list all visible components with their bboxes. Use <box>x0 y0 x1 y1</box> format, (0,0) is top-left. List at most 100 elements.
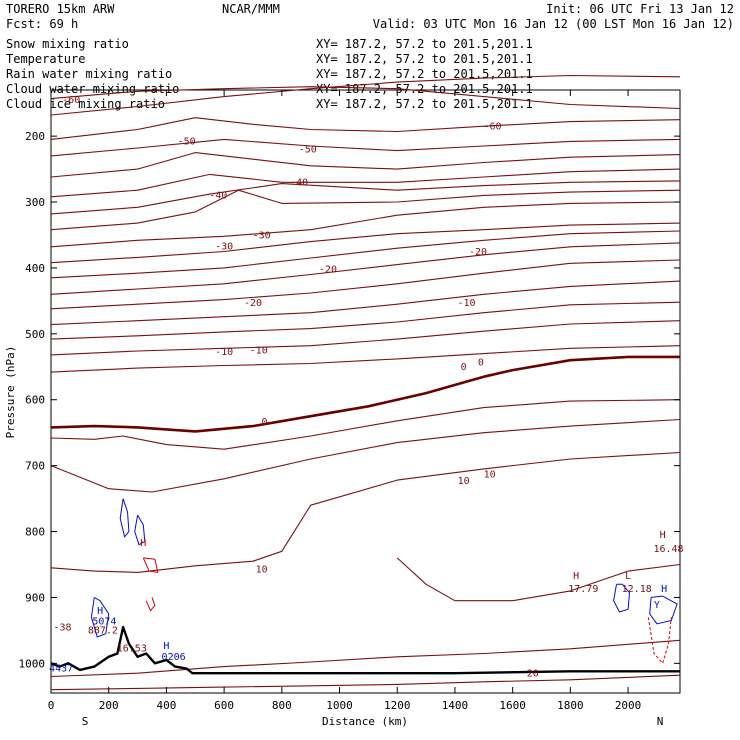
isotherm-line-0 <box>50 74 681 116</box>
contour-label-11: -10 <box>457 298 475 309</box>
contour-label-6: -30 <box>253 230 271 241</box>
isotherm-line-2 <box>50 117 681 140</box>
isotherm-layer <box>50 74 681 691</box>
x-tick-label-7: 1400 <box>442 699 469 712</box>
isotherm-line-18 <box>50 399 681 450</box>
isotherm-line-7 <box>50 189 681 231</box>
contour-label-10: -20 <box>244 298 262 309</box>
x-axis-label: Distance (km) <box>322 715 408 728</box>
field-name-cloud-ice: Cloud ice mixing ratio <box>6 97 165 111</box>
contour-label-8: -20 <box>469 247 487 258</box>
isotherm-line-21 <box>396 557 681 602</box>
isotherm-line-16 <box>50 345 681 373</box>
contour-label-18: 10 <box>484 470 496 481</box>
model-title: TORERO 15km ARW <box>6 2 115 16</box>
x-tick-label-10: 2000 <box>615 699 642 712</box>
field-xy-cloud-water: XY= 187.2, 57.2 to 201.5,201.1 <box>316 82 533 96</box>
field-name-temperature: Temperature <box>6 52 85 66</box>
forecast-hour: Fcst: 69 h <box>6 17 78 31</box>
contour-label-26: 16.53 <box>117 644 147 655</box>
y-tick-label-8: 1000 <box>19 657 46 670</box>
annotation-layer: -60 -60 -50 -50 -40 -40 -30 -30 -20 -20 -20 -10 -10 -… <box>49 95 684 679</box>
y-tick-label-4: 600 <box>25 394 45 407</box>
field-xy-rain: XY= 187.2, 57.2 to 201.5,201.1 <box>316 67 533 81</box>
contour-label-14: 0 <box>461 362 467 373</box>
field-xy-temperature: XY= 187.2, 57.2 to 201.5,201.1 <box>316 52 533 66</box>
contour-label-4: -40 <box>209 191 227 202</box>
contour-label-19: 10 <box>256 564 268 575</box>
field-xy-snow: XY= 187.2, 57.2 to 201.5,201.1 <box>316 37 533 51</box>
isotherm-line-1 <box>50 86 681 110</box>
isotherm-line-20 <box>50 451 681 573</box>
contour-label-17: 10 <box>458 476 470 487</box>
y-tick-label-3: 500 <box>25 328 45 341</box>
contour-label-0: -60 <box>62 95 80 106</box>
y-tick-label-0: 200 <box>25 130 45 143</box>
contour-label-30: H <box>573 571 579 582</box>
x-tick-label-6: 1200 <box>384 699 411 712</box>
x-axis-ticks: 0 200 400 600 800 1000 1200 1400 1600 1800 2000 <box>48 90 642 712</box>
contour-label-28: 0206 <box>162 652 186 663</box>
field-xy-cloud-ice: XY= 187.2, 57.2 to 201.5,201.1 <box>316 97 533 111</box>
contour-label-12: -10 <box>250 346 268 357</box>
contour-label-31: 17.79 <box>568 584 598 595</box>
contour-label-2: -50 <box>178 137 196 148</box>
isotherm-line-17 <box>50 355 680 433</box>
contour-label-23: H <box>97 606 103 617</box>
isotherm-line-14 <box>50 301 681 340</box>
isotherm-line-22 <box>50 639 681 678</box>
y-tick-label-1: 300 <box>25 196 45 209</box>
contour-label-15: 0 <box>478 358 484 369</box>
hydrometeor-contour-7 <box>145 597 156 612</box>
hydrometeor-contour-6 <box>142 557 159 574</box>
x-tick-label-5: 1000 <box>326 699 353 712</box>
contour-label-29: 4437 <box>49 663 73 674</box>
y-tick-label-5: 700 <box>25 460 45 473</box>
field-name-rain: Rain water mixing ratio <box>6 67 172 81</box>
x-tick-label-1: 200 <box>99 699 119 712</box>
hydrometeor-contour-3 <box>613 583 631 613</box>
isotherm-line-10 <box>50 230 681 279</box>
isotherm-line-11 <box>50 242 681 295</box>
isotherm-line-5 <box>50 168 681 198</box>
contour-label-1: -60 <box>483 122 501 133</box>
contour-label-32: L <box>625 571 631 582</box>
x-tick-label-8: 1600 <box>499 699 526 712</box>
cloud-layer <box>90 498 678 665</box>
x-tick-label-3: 600 <box>214 699 234 712</box>
contour-label-5: -40 <box>290 178 308 189</box>
y-axis-label: Pressure (hPa) <box>4 346 17 439</box>
y-tick-label-6: 800 <box>25 526 45 539</box>
hydrometeor-contour-0 <box>119 498 130 538</box>
isotherm-line-9 <box>50 222 681 264</box>
center-label: NCAR/MMM <box>222 2 280 16</box>
valid-time: Valid: 03 UTC Mon 16 Jan 12 (00 LST Mon … <box>373 17 734 31</box>
isotherm-line-12 <box>50 259 681 310</box>
north-end-label: N <box>657 715 664 728</box>
contour-label-3: -50 <box>299 145 317 156</box>
contour-label-34: H <box>660 530 666 541</box>
x-tick-label-2: 400 <box>156 699 176 712</box>
plot-frame <box>50 89 681 694</box>
isotherm-line-3 <box>50 138 681 157</box>
contour-label-33: 12.18 <box>622 584 652 595</box>
contour-label-16: 0 <box>261 417 267 428</box>
contour-label-25: 887.2 <box>88 626 118 637</box>
isotherm-line-13 <box>50 280 681 326</box>
hydrometeor-contour-4 <box>649 595 678 625</box>
isotherm-line-23 <box>50 674 681 691</box>
isotherm-line-15 <box>50 320 681 356</box>
contour-label-24: 5074 <box>92 617 116 628</box>
field-name-cloud-water: Cloud water mixing ratio <box>6 82 179 96</box>
x-tick-label-9: 1800 <box>557 699 584 712</box>
hydrometeor-contour-1 <box>134 514 146 546</box>
hydrometeor-contour-5 <box>647 617 672 665</box>
terrain-layer <box>50 625 680 675</box>
isotherm-line-4 <box>50 152 681 178</box>
terrain-line <box>50 625 680 675</box>
x-tick-label-4: 800 <box>272 699 292 712</box>
y-tick-label-2: 400 <box>25 262 45 275</box>
south-end-label: S <box>82 715 89 728</box>
field-name-snow: Snow mixing ratio <box>6 37 129 51</box>
